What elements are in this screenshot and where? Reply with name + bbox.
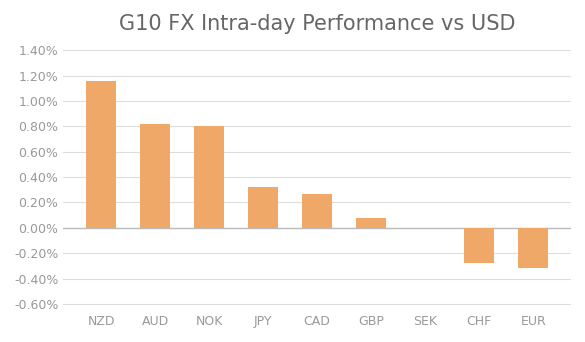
- Title: G10 FX Intra-day Performance vs USD: G10 FX Intra-day Performance vs USD: [119, 14, 515, 34]
- Bar: [464, 228, 494, 263]
- Bar: [518, 228, 548, 268]
- Bar: [140, 124, 170, 228]
- Bar: [86, 81, 116, 228]
- Bar: [302, 194, 332, 228]
- Bar: [356, 218, 386, 228]
- Bar: [194, 126, 224, 228]
- Bar: [248, 187, 278, 228]
